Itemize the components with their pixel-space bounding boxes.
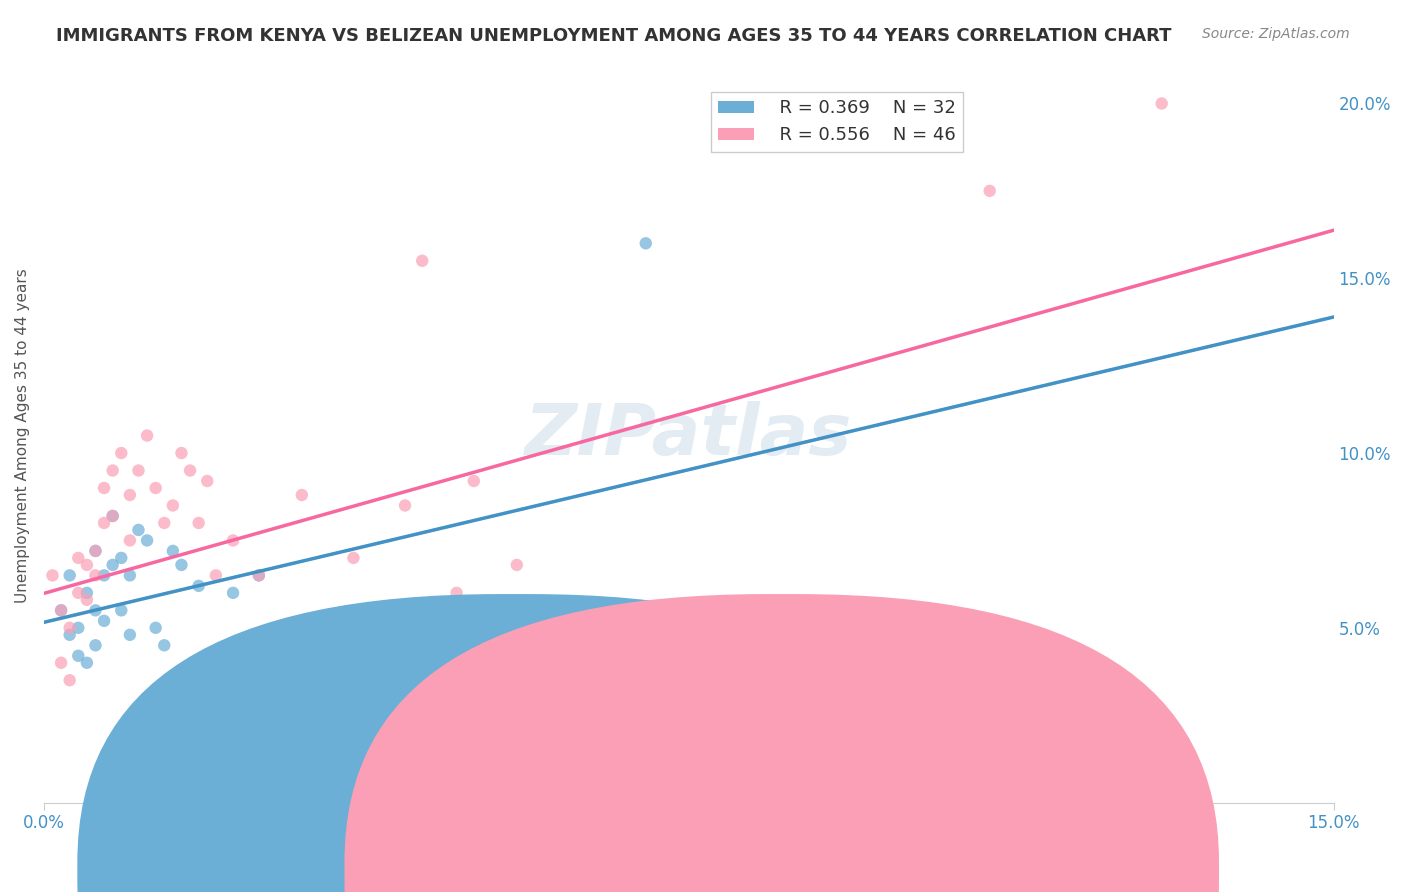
Text: Belizeans: Belizeans xyxy=(779,855,852,870)
Point xyxy=(59,621,82,635)
Point xyxy=(136,428,159,442)
Point xyxy=(84,603,107,617)
Point xyxy=(247,568,270,582)
Text: Source: ZipAtlas.com: Source: ZipAtlas.com xyxy=(1202,27,1350,41)
Point xyxy=(49,603,72,617)
Point xyxy=(67,621,90,635)
Point xyxy=(506,558,529,572)
Point xyxy=(84,544,107,558)
Point xyxy=(394,499,416,513)
Point xyxy=(239,708,262,723)
Point xyxy=(170,446,193,460)
Point xyxy=(979,184,1001,198)
Point xyxy=(214,673,236,688)
Point xyxy=(49,603,72,617)
Point xyxy=(59,568,82,582)
Point xyxy=(93,481,115,495)
Point xyxy=(67,648,90,663)
Point xyxy=(76,558,98,572)
Point xyxy=(179,463,201,477)
Point xyxy=(84,544,107,558)
Point xyxy=(222,586,245,600)
Point xyxy=(84,638,107,652)
Point xyxy=(110,603,132,617)
Point xyxy=(187,579,209,593)
Point xyxy=(222,533,245,548)
Point xyxy=(446,586,468,600)
Point xyxy=(506,690,529,705)
Point xyxy=(41,568,63,582)
Point xyxy=(264,690,287,705)
Point xyxy=(429,725,451,739)
Point xyxy=(118,533,141,548)
Point xyxy=(101,508,124,523)
Point xyxy=(377,621,399,635)
Point xyxy=(49,656,72,670)
Point xyxy=(1150,96,1173,111)
Point xyxy=(67,550,90,565)
Point xyxy=(110,446,132,460)
Point xyxy=(411,253,433,268)
Point xyxy=(59,673,82,688)
Point xyxy=(93,516,115,530)
Point xyxy=(162,544,184,558)
Point xyxy=(205,568,228,582)
Text: ZIPatlas: ZIPatlas xyxy=(524,401,852,470)
Point xyxy=(247,568,270,582)
Point xyxy=(136,533,159,548)
Point xyxy=(153,638,176,652)
Point xyxy=(76,592,98,607)
Point xyxy=(145,481,167,495)
Point xyxy=(59,628,82,642)
Point xyxy=(101,558,124,572)
Point xyxy=(368,603,391,617)
Point xyxy=(110,550,132,565)
Point xyxy=(145,621,167,635)
Point xyxy=(93,568,115,582)
Point xyxy=(93,614,115,628)
Point xyxy=(101,508,124,523)
Point xyxy=(118,568,141,582)
Point xyxy=(548,673,571,688)
Point xyxy=(118,628,141,642)
Point xyxy=(76,656,98,670)
Point xyxy=(634,236,657,251)
Point xyxy=(127,463,149,477)
Point xyxy=(76,586,98,600)
Point xyxy=(118,488,141,502)
Point xyxy=(187,516,209,530)
Point xyxy=(264,638,287,652)
Point xyxy=(205,648,228,663)
Point xyxy=(342,550,364,565)
Point xyxy=(67,586,90,600)
Point xyxy=(291,488,314,502)
Point xyxy=(170,558,193,572)
Text: IMMIGRANTS FROM KENYA VS BELIZEAN UNEMPLOYMENT AMONG AGES 35 TO 44 YEARS CORRELA: IMMIGRANTS FROM KENYA VS BELIZEAN UNEMPL… xyxy=(56,27,1171,45)
Legend:   R = 0.369    N = 32,   R = 0.556    N = 46: R = 0.369 N = 32, R = 0.556 N = 46 xyxy=(710,92,963,152)
Point xyxy=(127,523,149,537)
Point xyxy=(195,474,218,488)
Point xyxy=(463,474,485,488)
Point xyxy=(84,568,107,582)
Text: Immigrants from Kenya: Immigrants from Kenya xyxy=(501,855,681,870)
Y-axis label: Unemployment Among Ages 35 to 44 years: Unemployment Among Ages 35 to 44 years xyxy=(15,268,30,603)
Point xyxy=(316,690,339,705)
Point xyxy=(101,463,124,477)
Point xyxy=(162,499,184,513)
Point xyxy=(153,516,176,530)
